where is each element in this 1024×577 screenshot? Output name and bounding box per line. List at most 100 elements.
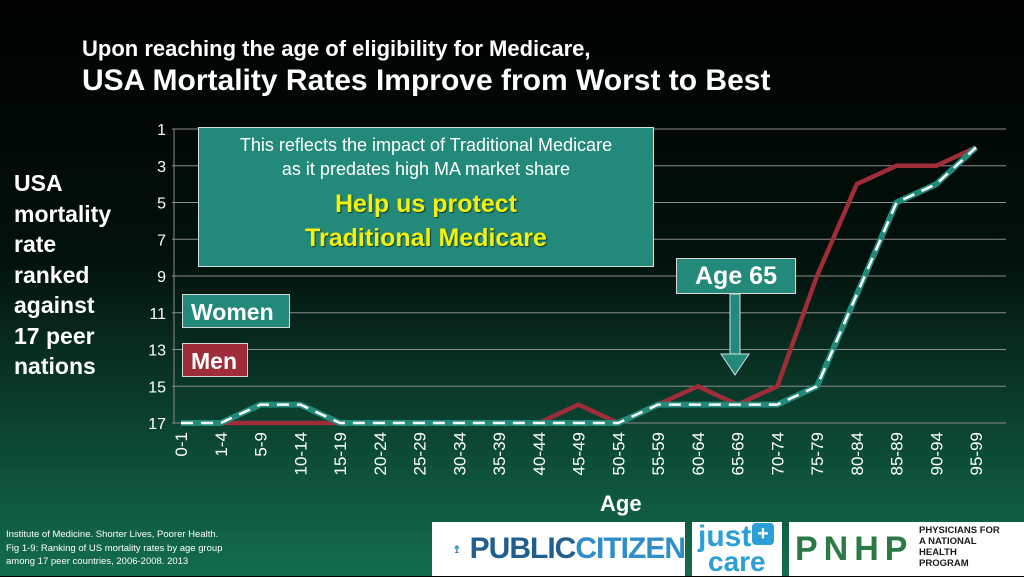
y-axis-label-line: against bbox=[14, 292, 95, 318]
x-tick-label: 5-9 bbox=[252, 432, 271, 457]
series-men-line bbox=[181, 145, 977, 426]
series-men-point bbox=[260, 423, 261, 424]
source-line: among 17 peer countries, 2006-2008. 2013 bbox=[6, 556, 189, 567]
series-women-point bbox=[817, 386, 818, 387]
legend-women: Women bbox=[182, 294, 290, 328]
page-title: USA Mortality Rates Improve from Worst t… bbox=[82, 64, 771, 97]
x-tick-label: 55-59 bbox=[649, 432, 668, 475]
x-tick-label: 35-39 bbox=[490, 432, 509, 475]
y-tick-label: 7 bbox=[157, 232, 166, 249]
series-women-point bbox=[658, 404, 659, 405]
y-axis-label-line: nations bbox=[14, 353, 96, 379]
x-tick-label: 45-49 bbox=[570, 432, 589, 475]
series-women-point bbox=[220, 423, 221, 424]
series-women-line bbox=[181, 145, 979, 426]
x-tick-label: 65-69 bbox=[729, 432, 748, 475]
series-women-point bbox=[936, 184, 937, 185]
series-men-point bbox=[817, 276, 818, 277]
series-women-point bbox=[976, 147, 977, 148]
series-women-point bbox=[578, 423, 579, 424]
callout-text-line2: as it predates high MA market share bbox=[281, 159, 571, 179]
x-tick-label: 1-4 bbox=[212, 432, 231, 457]
series-women-point bbox=[419, 423, 420, 424]
series-men-point bbox=[856, 184, 857, 185]
justcare-text-b: care bbox=[708, 546, 766, 577]
series-women-point bbox=[896, 202, 897, 203]
x-tick-label: 60-64 bbox=[689, 432, 708, 475]
series-women-point bbox=[618, 423, 619, 424]
y-tick-label: 9 bbox=[157, 269, 166, 286]
y-axis-label-line: ranked bbox=[14, 261, 90, 288]
x-tick-label: 10-14 bbox=[291, 432, 310, 475]
y-tick-label: 5 bbox=[157, 196, 166, 213]
public-citizen-logo: PUBLIC CITIZEN bbox=[432, 522, 686, 576]
series-women-point bbox=[340, 423, 341, 424]
x-tick-label: 25-29 bbox=[411, 432, 430, 475]
series-men-point bbox=[578, 404, 579, 405]
series-women-point bbox=[697, 404, 698, 405]
legend-men: Men bbox=[182, 343, 248, 377]
callout-box: This reflects the impact of Traditional … bbox=[198, 127, 654, 267]
series-women-point bbox=[260, 404, 261, 405]
y-tick-label: 3 bbox=[157, 159, 166, 176]
x-tick-label: 0-1 bbox=[172, 432, 191, 457]
pnhp-description: PHYSICIANS FOR A NATIONAL HEALTH PROGRAM bbox=[919, 525, 1017, 569]
age65-arrow bbox=[720, 293, 750, 376]
series-women-point bbox=[499, 423, 500, 424]
x-tick-label: 15-19 bbox=[331, 432, 350, 475]
y-axis-label-line: mortality bbox=[14, 200, 112, 227]
series-women-line-dash bbox=[181, 146, 977, 425]
source-citation: Institute of Medicine. Shorter Lives, Po… bbox=[6, 528, 306, 569]
y-tick-label: 11 bbox=[149, 306, 166, 323]
series-men-point bbox=[300, 423, 301, 424]
series-men-point bbox=[697, 386, 698, 387]
series-women-point bbox=[538, 423, 539, 424]
series-women-point bbox=[737, 404, 738, 405]
x-tick-label: 80-84 bbox=[848, 432, 867, 475]
x-tick-label: 75-79 bbox=[808, 432, 827, 475]
series-women-point bbox=[300, 404, 301, 405]
justcare-text-a: just bbox=[698, 520, 752, 553]
x-tick-label: 85-89 bbox=[888, 432, 907, 475]
y-tick-label: 17 bbox=[148, 416, 166, 433]
y-tick-label: 1 bbox=[157, 122, 166, 139]
public-citizen-logo-text-b: CITIZEN bbox=[575, 532, 686, 565]
series-men-point bbox=[896, 165, 897, 166]
justcare-logo: just + care bbox=[692, 522, 782, 576]
y-axis-label: USA mortality rate ranked against 17 pee… bbox=[14, 168, 134, 382]
y-tick-label: 13 bbox=[148, 343, 166, 360]
pnhp-logo-text: PNHP bbox=[795, 530, 914, 568]
source-line: Institute of Medicine. Shorter Lives, Po… bbox=[6, 529, 219, 540]
series-women-point bbox=[379, 423, 380, 424]
x-tick-label: 30-34 bbox=[450, 432, 469, 475]
series-men-point bbox=[777, 386, 778, 387]
pnhp-description-line: PHYSICIANS FOR bbox=[919, 525, 1000, 536]
pnhp-description-line: HEALTH bbox=[919, 547, 957, 558]
pnhp-logo: PNHP PHYSICIANS FOR A NATIONAL HEALTH PR… bbox=[789, 522, 1024, 576]
x-tick-label: 70-74 bbox=[768, 432, 787, 475]
pnhp-description-line: A NATIONAL bbox=[919, 536, 977, 547]
public-citizen-logo-text-a: PUBLIC bbox=[469, 532, 577, 565]
x-tick-label: 95-99 bbox=[967, 432, 986, 475]
source-line: Fig 1-9: Ranking of US mortality rates b… bbox=[6, 542, 223, 554]
series-women-point bbox=[777, 404, 778, 405]
y-tick-label: 15 bbox=[148, 379, 166, 396]
callout-highlight-line1: Help us protect bbox=[335, 190, 517, 218]
y-axis-label-line: USA bbox=[14, 170, 63, 196]
series-men-point bbox=[936, 165, 937, 166]
series-women-point bbox=[856, 294, 857, 295]
plus-icon: + bbox=[752, 523, 774, 545]
series-women-point bbox=[459, 423, 460, 424]
x-axis-title: Age bbox=[600, 491, 642, 516]
pnhp-description-line: PROGRAM bbox=[919, 558, 969, 569]
callout-text-line1: This reflects the impact of Traditional … bbox=[239, 135, 613, 155]
callout-highlight-line2: Traditional Medicare bbox=[305, 224, 547, 252]
title-line1: Upon reaching the age of eligibility for… bbox=[82, 36, 591, 61]
x-tick-label: 90-94 bbox=[927, 432, 946, 475]
y-axis-label-line: 17 peer bbox=[14, 322, 95, 349]
x-tick-label: 40-44 bbox=[530, 432, 549, 475]
x-tick-label: 50-54 bbox=[609, 432, 628, 475]
liberty-torch-icon bbox=[454, 545, 459, 554]
y-axis-label-line: rate bbox=[14, 231, 57, 257]
